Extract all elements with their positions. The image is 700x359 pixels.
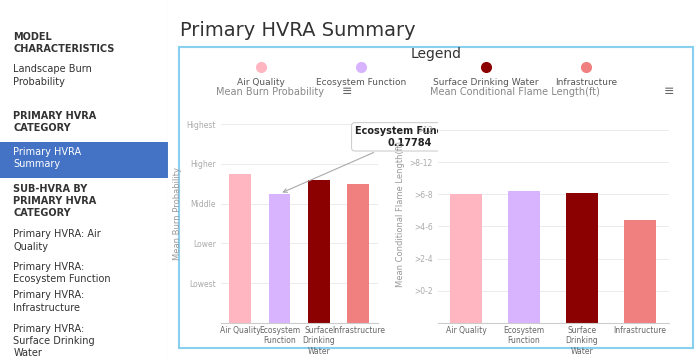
Text: SUB-HVRA BY
PRIMARY HVRA
CATEGORY: SUB-HVRA BY PRIMARY HVRA CATEGORY [13, 184, 97, 218]
Text: MODEL
CHARACTERISTICS: MODEL CHARACTERISTICS [13, 32, 115, 54]
Text: Ecosystem Function
0.17784: Ecosystem Function 0.17784 [284, 126, 464, 192]
Text: Landscape Burn
Probability: Landscape Burn Probability [13, 64, 92, 87]
Y-axis label: Mean Conditional Flame Length(ft): Mean Conditional Flame Length(ft) [396, 140, 405, 287]
Bar [269, 194, 290, 323]
Bar [624, 220, 655, 323]
Text: Primary HVRA:
Surface Drinking
Water: Primary HVRA: Surface Drinking Water [13, 324, 95, 358]
Text: Legend: Legend [410, 47, 461, 61]
FancyBboxPatch shape [0, 142, 168, 178]
Text: Air Quality: Air Quality [237, 78, 284, 87]
Bar [451, 194, 482, 323]
Bar [566, 193, 598, 323]
Text: Primary HVRA:
Infrastructure: Primary HVRA: Infrastructure [13, 290, 85, 313]
Text: Surface Drinking Water: Surface Drinking Water [433, 78, 538, 87]
Bar [308, 180, 330, 323]
Bar [347, 184, 369, 323]
Text: Mean Burn Probability: Mean Burn Probability [216, 87, 323, 97]
Text: Primary HVRA
Summary: Primary HVRA Summary [13, 147, 82, 169]
Bar [508, 191, 540, 323]
Text: Primary HVRA: Air
Quality: Primary HVRA: Air Quality [13, 229, 102, 252]
Text: Infrastructure: Infrastructure [555, 78, 617, 87]
Y-axis label: Mean Burn Probability: Mean Burn Probability [173, 167, 182, 260]
Text: ≡: ≡ [664, 85, 673, 98]
Text: ≡: ≡ [342, 85, 351, 98]
Text: Ecosystem Function: Ecosystem Function [316, 78, 406, 87]
Text: Primary HVRA Summary: Primary HVRA Summary [180, 22, 416, 40]
Text: Primary HVRA:
Ecosystem Function: Primary HVRA: Ecosystem Function [13, 262, 111, 284]
Bar [230, 174, 251, 323]
Text: PRIMARY HVRA
CATEGORY: PRIMARY HVRA CATEGORY [13, 111, 97, 133]
Text: Mean Conditional Flame Length(ft): Mean Conditional Flame Length(ft) [430, 87, 599, 97]
